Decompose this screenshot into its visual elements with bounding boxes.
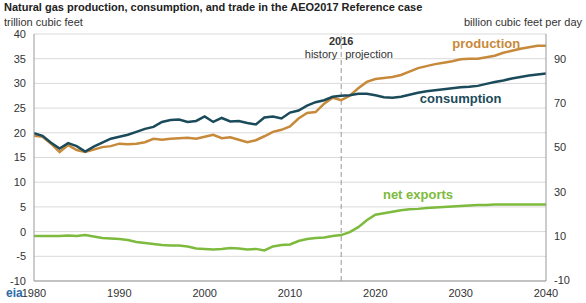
svg-text:20: 20 — [14, 127, 26, 139]
html-text:eia: eia — [6, 286, 23, 300]
svg-text:1990: 1990 — [107, 287, 131, 299]
svg-text:10: 10 — [14, 176, 26, 188]
svg-text:5: 5 — [20, 201, 26, 213]
svg-text:90: 90 — [554, 53, 566, 65]
svg-text:2020: 2020 — [363, 287, 387, 299]
svg-text:-10: -10 — [554, 274, 570, 286]
svg-text:0: 0 — [20, 226, 26, 238]
svg-text:2030: 2030 — [448, 287, 472, 299]
svg-text:history: history — [305, 48, 338, 60]
svg-text:2016: 2016 — [329, 35, 353, 47]
svg-text:production: production — [452, 36, 520, 51]
svg-text:30: 30 — [554, 186, 566, 198]
html-text:Natural gas production, consum: Natural gas production, consumption, and… — [4, 1, 423, 13]
svg-text:2000: 2000 — [192, 287, 216, 299]
html-text:billion cubic feet per day: billion cubic feet per day — [464, 16, 582, 28]
svg-text:-10: -10 — [10, 275, 26, 287]
svg-text:net exports: net exports — [383, 187, 453, 202]
svg-text:30: 30 — [14, 77, 26, 89]
html-text:trillion cubic feet: trillion cubic feet — [4, 16, 83, 28]
svg-text:10: 10 — [554, 230, 566, 242]
svg-text:25: 25 — [14, 102, 26, 114]
svg-text:35: 35 — [14, 53, 26, 65]
svg-text:15: 15 — [14, 151, 26, 163]
svg-text:40: 40 — [14, 28, 26, 40]
svg-text:70: 70 — [554, 97, 566, 109]
svg-text:-5: -5 — [16, 250, 26, 262]
svg-text:projection: projection — [345, 48, 393, 60]
svg-text:consumption: consumption — [420, 91, 502, 106]
svg-text:50: 50 — [554, 141, 566, 153]
svg-text:2010: 2010 — [278, 287, 302, 299]
svg-text:1980: 1980 — [22, 287, 46, 299]
svg-text:2040: 2040 — [534, 287, 558, 299]
